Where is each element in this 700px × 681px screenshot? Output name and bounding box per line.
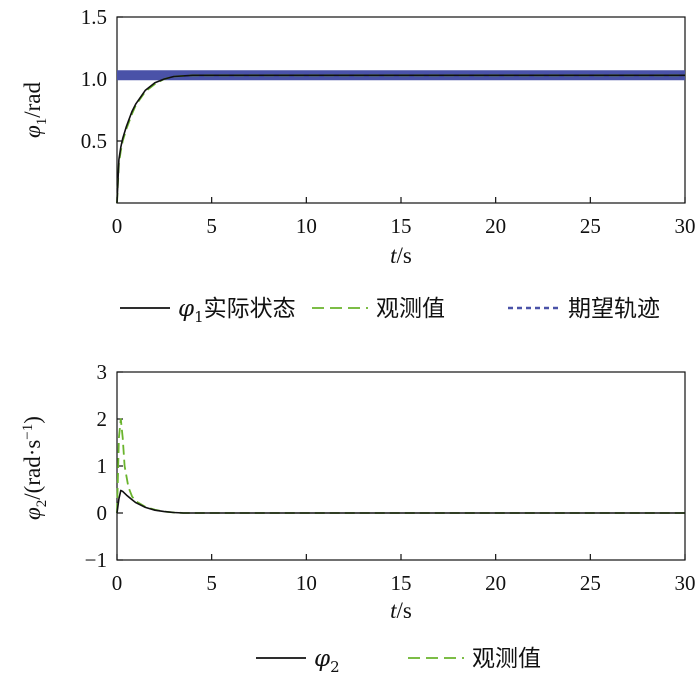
chart-2-y-tick-label: 0 — [97, 501, 108, 525]
chart-2-plot-frame — [116, 371, 686, 561]
chart-1-x-tick-label: 5 — [206, 214, 217, 238]
chart-1-x-axis-label: t/s — [390, 243, 412, 268]
chart-1-x-tick-label: 15 — [391, 214, 412, 238]
svg-text:φ1实际状态: φ1实际状态 — [178, 296, 296, 326]
legend-item-desired: 期望轨迹 — [508, 296, 660, 322]
series-line-observed — [116, 418, 685, 514]
chart-1-y-tick-label: 1.0 — [81, 67, 107, 91]
chart-1-series — [116, 70, 685, 204]
chart-2-y-tick-label: −1 — [85, 548, 107, 572]
chart-1: 0.5 1.0 1.5 0 5 10 15 20 25 30 φ1/rad t/s φ1实际状态… — [20, 5, 696, 326]
chart-1-legend: φ1实际状态 观测值 期望轨迹 — [120, 296, 660, 326]
svg-text:观测值: 观测值 — [472, 646, 541, 672]
chart-2-legend: φ2 观测值 — [256, 646, 541, 676]
legend-item-observed: 观测值 — [312, 296, 445, 322]
chart-1-y-tick-label: 0.5 — [81, 129, 107, 153]
chart-1-x-tick-label: 25 — [580, 214, 601, 238]
legend-item-observed: 观测值 — [408, 646, 541, 672]
chart-1-plot-frame — [116, 16, 686, 204]
chart-1-y-ticks: 0.5 1.0 1.5 — [81, 5, 123, 153]
chart-2-series — [116, 418, 685, 514]
legend-item-actual: φ2 — [256, 646, 340, 676]
chart-2-y-tick-label: 1 — [97, 454, 108, 478]
chart-2-x-tick-label: 0 — [112, 571, 123, 595]
svg-text:期望轨迹: 期望轨迹 — [568, 296, 660, 322]
chart-2-x-tick-label: 15 — [391, 571, 412, 595]
chart-2-x-tick-label: 25 — [580, 571, 601, 595]
chart-2-x-tick-label: 20 — [485, 571, 506, 595]
chart-2-x-tick-label: 5 — [206, 571, 217, 595]
chart-1-y-axis-label: φ1/rad — [20, 82, 50, 138]
chart-1-y-tick-label: 1.5 — [81, 5, 107, 29]
series-line-observed — [116, 74, 685, 204]
chart-1-x-tick-label: 30 — [675, 214, 696, 238]
series-line-actual — [116, 489, 685, 514]
chart-1-x-tick-label: 10 — [296, 214, 317, 238]
svg-text:φ2: φ2 — [314, 646, 340, 676]
chart-2-x-tick-label: 30 — [675, 571, 696, 595]
chart-1-x-tick-label: 0 — [112, 214, 123, 238]
chart-2-x-tick-label: 10 — [296, 571, 317, 595]
chart-2-x-axis-label: t/s — [390, 598, 412, 623]
chart-2-y-tick-label: 3 — [97, 360, 108, 384]
chart-2-y-axis-label: φ2/(rad·s−1) — [20, 416, 50, 520]
legend-item-actual: φ1实际状态 — [120, 296, 296, 326]
chart-1-x-tick-label: 20 — [485, 214, 506, 238]
chart-2-y-ticks: −1 0 1 2 3 — [85, 360, 123, 572]
chart-2-y-tick-label: 2 — [97, 407, 108, 431]
svg-text:观测值: 观测值 — [376, 296, 445, 322]
series-line-actual — [116, 74, 685, 204]
chart-2-x-ticks: 0 5 10 15 20 25 30 — [112, 554, 696, 595]
